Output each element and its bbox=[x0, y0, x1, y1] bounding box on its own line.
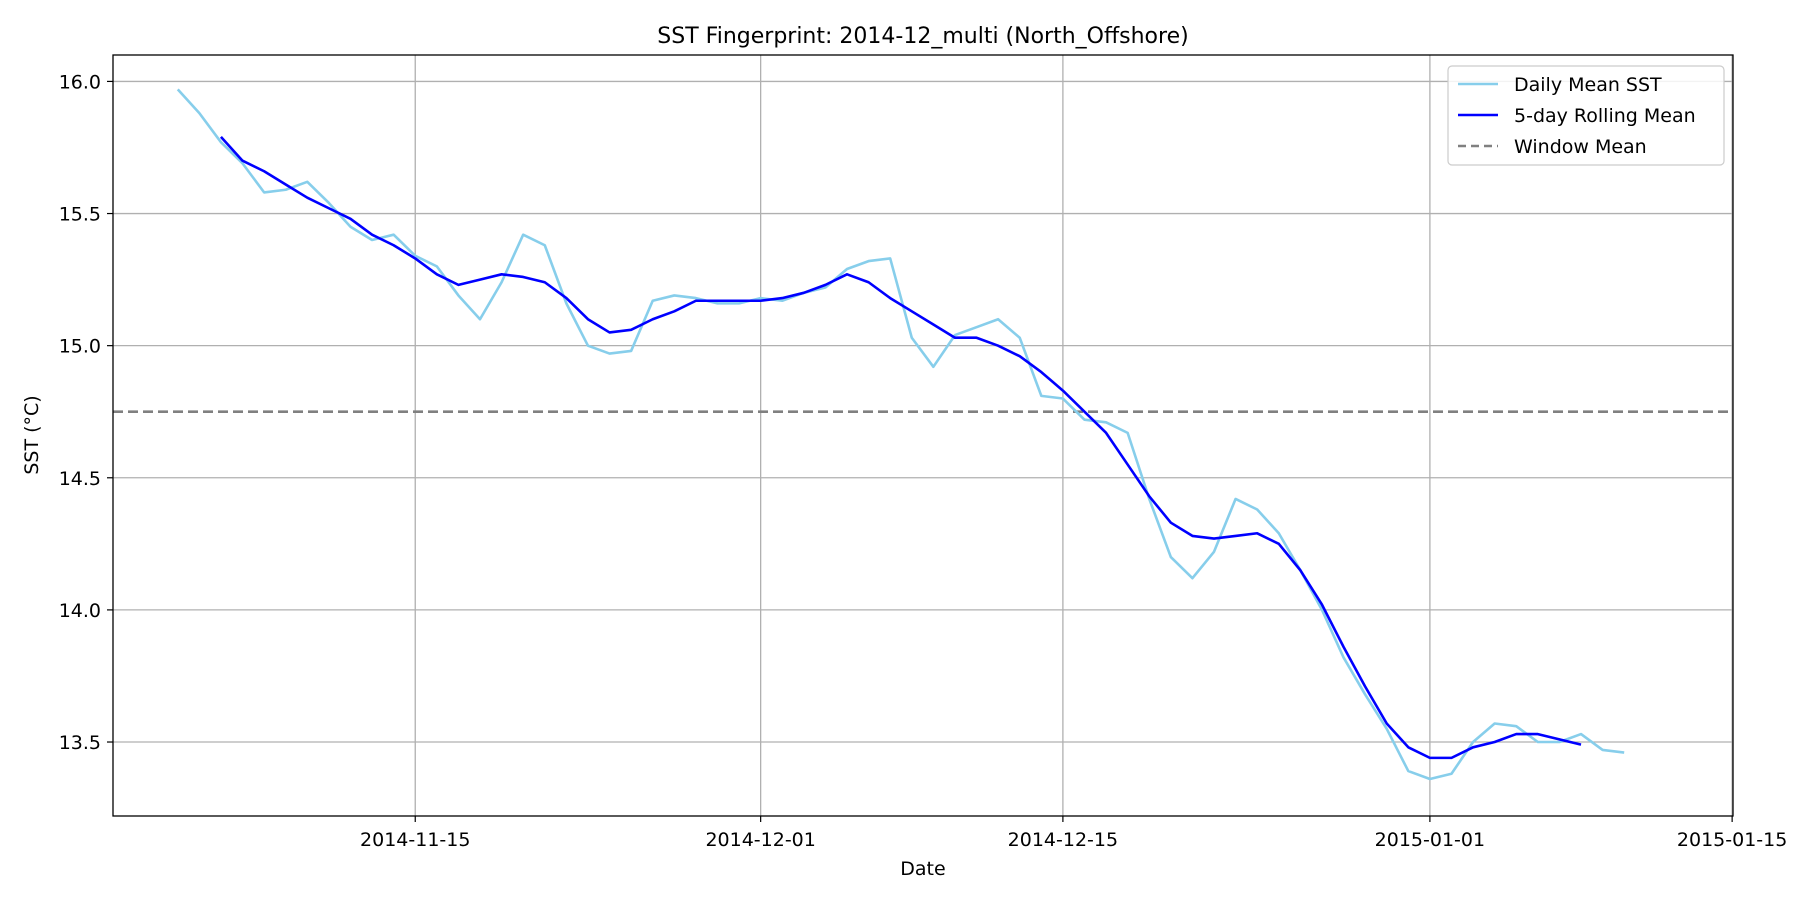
plot-frame bbox=[112, 54, 1734, 817]
x-tick-label: 2014-11-15 bbox=[360, 829, 470, 851]
x-axis-ticks: 2014-11-15 2014-12-01 2014-12-15 2015-01-01… bbox=[360, 816, 1787, 851]
y-tick-label: 16.0 bbox=[59, 71, 101, 93]
legend-box bbox=[1447, 65, 1725, 166]
legend-label: 5-day Rolling Mean bbox=[1514, 105, 1696, 127]
y-axis-ticks: 13.5 14.0 14.5 15.0 15.5 16.0 bbox=[59, 71, 113, 754]
y-tick-label: 15.5 bbox=[59, 204, 101, 226]
legend-label: Window Mean bbox=[1514, 136, 1647, 158]
y-tick-label: 14.5 bbox=[59, 468, 101, 490]
x-axis-label: Date bbox=[900, 858, 945, 880]
daily-mean-sst-line bbox=[176, 88, 1625, 781]
y-tick-label: 15.0 bbox=[59, 336, 101, 358]
x-tick-label: 2014-12-01 bbox=[705, 829, 815, 851]
series-lines bbox=[176, 88, 1625, 781]
y-tick-label: 13.5 bbox=[59, 732, 101, 754]
x-tick-label: 2014-12-15 bbox=[1008, 829, 1118, 851]
x-tick-label: 2015-01-15 bbox=[1677, 829, 1787, 851]
legend-label: Daily Mean SST bbox=[1514, 74, 1662, 96]
x-tick-label: 2015-01-01 bbox=[1375, 829, 1485, 851]
legend: Daily Mean SST 5-day Rolling Mean Window M… bbox=[1447, 65, 1725, 166]
rolling-mean-line bbox=[219, 136, 1582, 760]
y-tick-label: 14.0 bbox=[59, 600, 101, 622]
chart-title: SST Fingerprint: 2014-12_multi (North_Of… bbox=[657, 24, 1188, 49]
y-axis-label: SST (°C) bbox=[21, 395, 43, 474]
